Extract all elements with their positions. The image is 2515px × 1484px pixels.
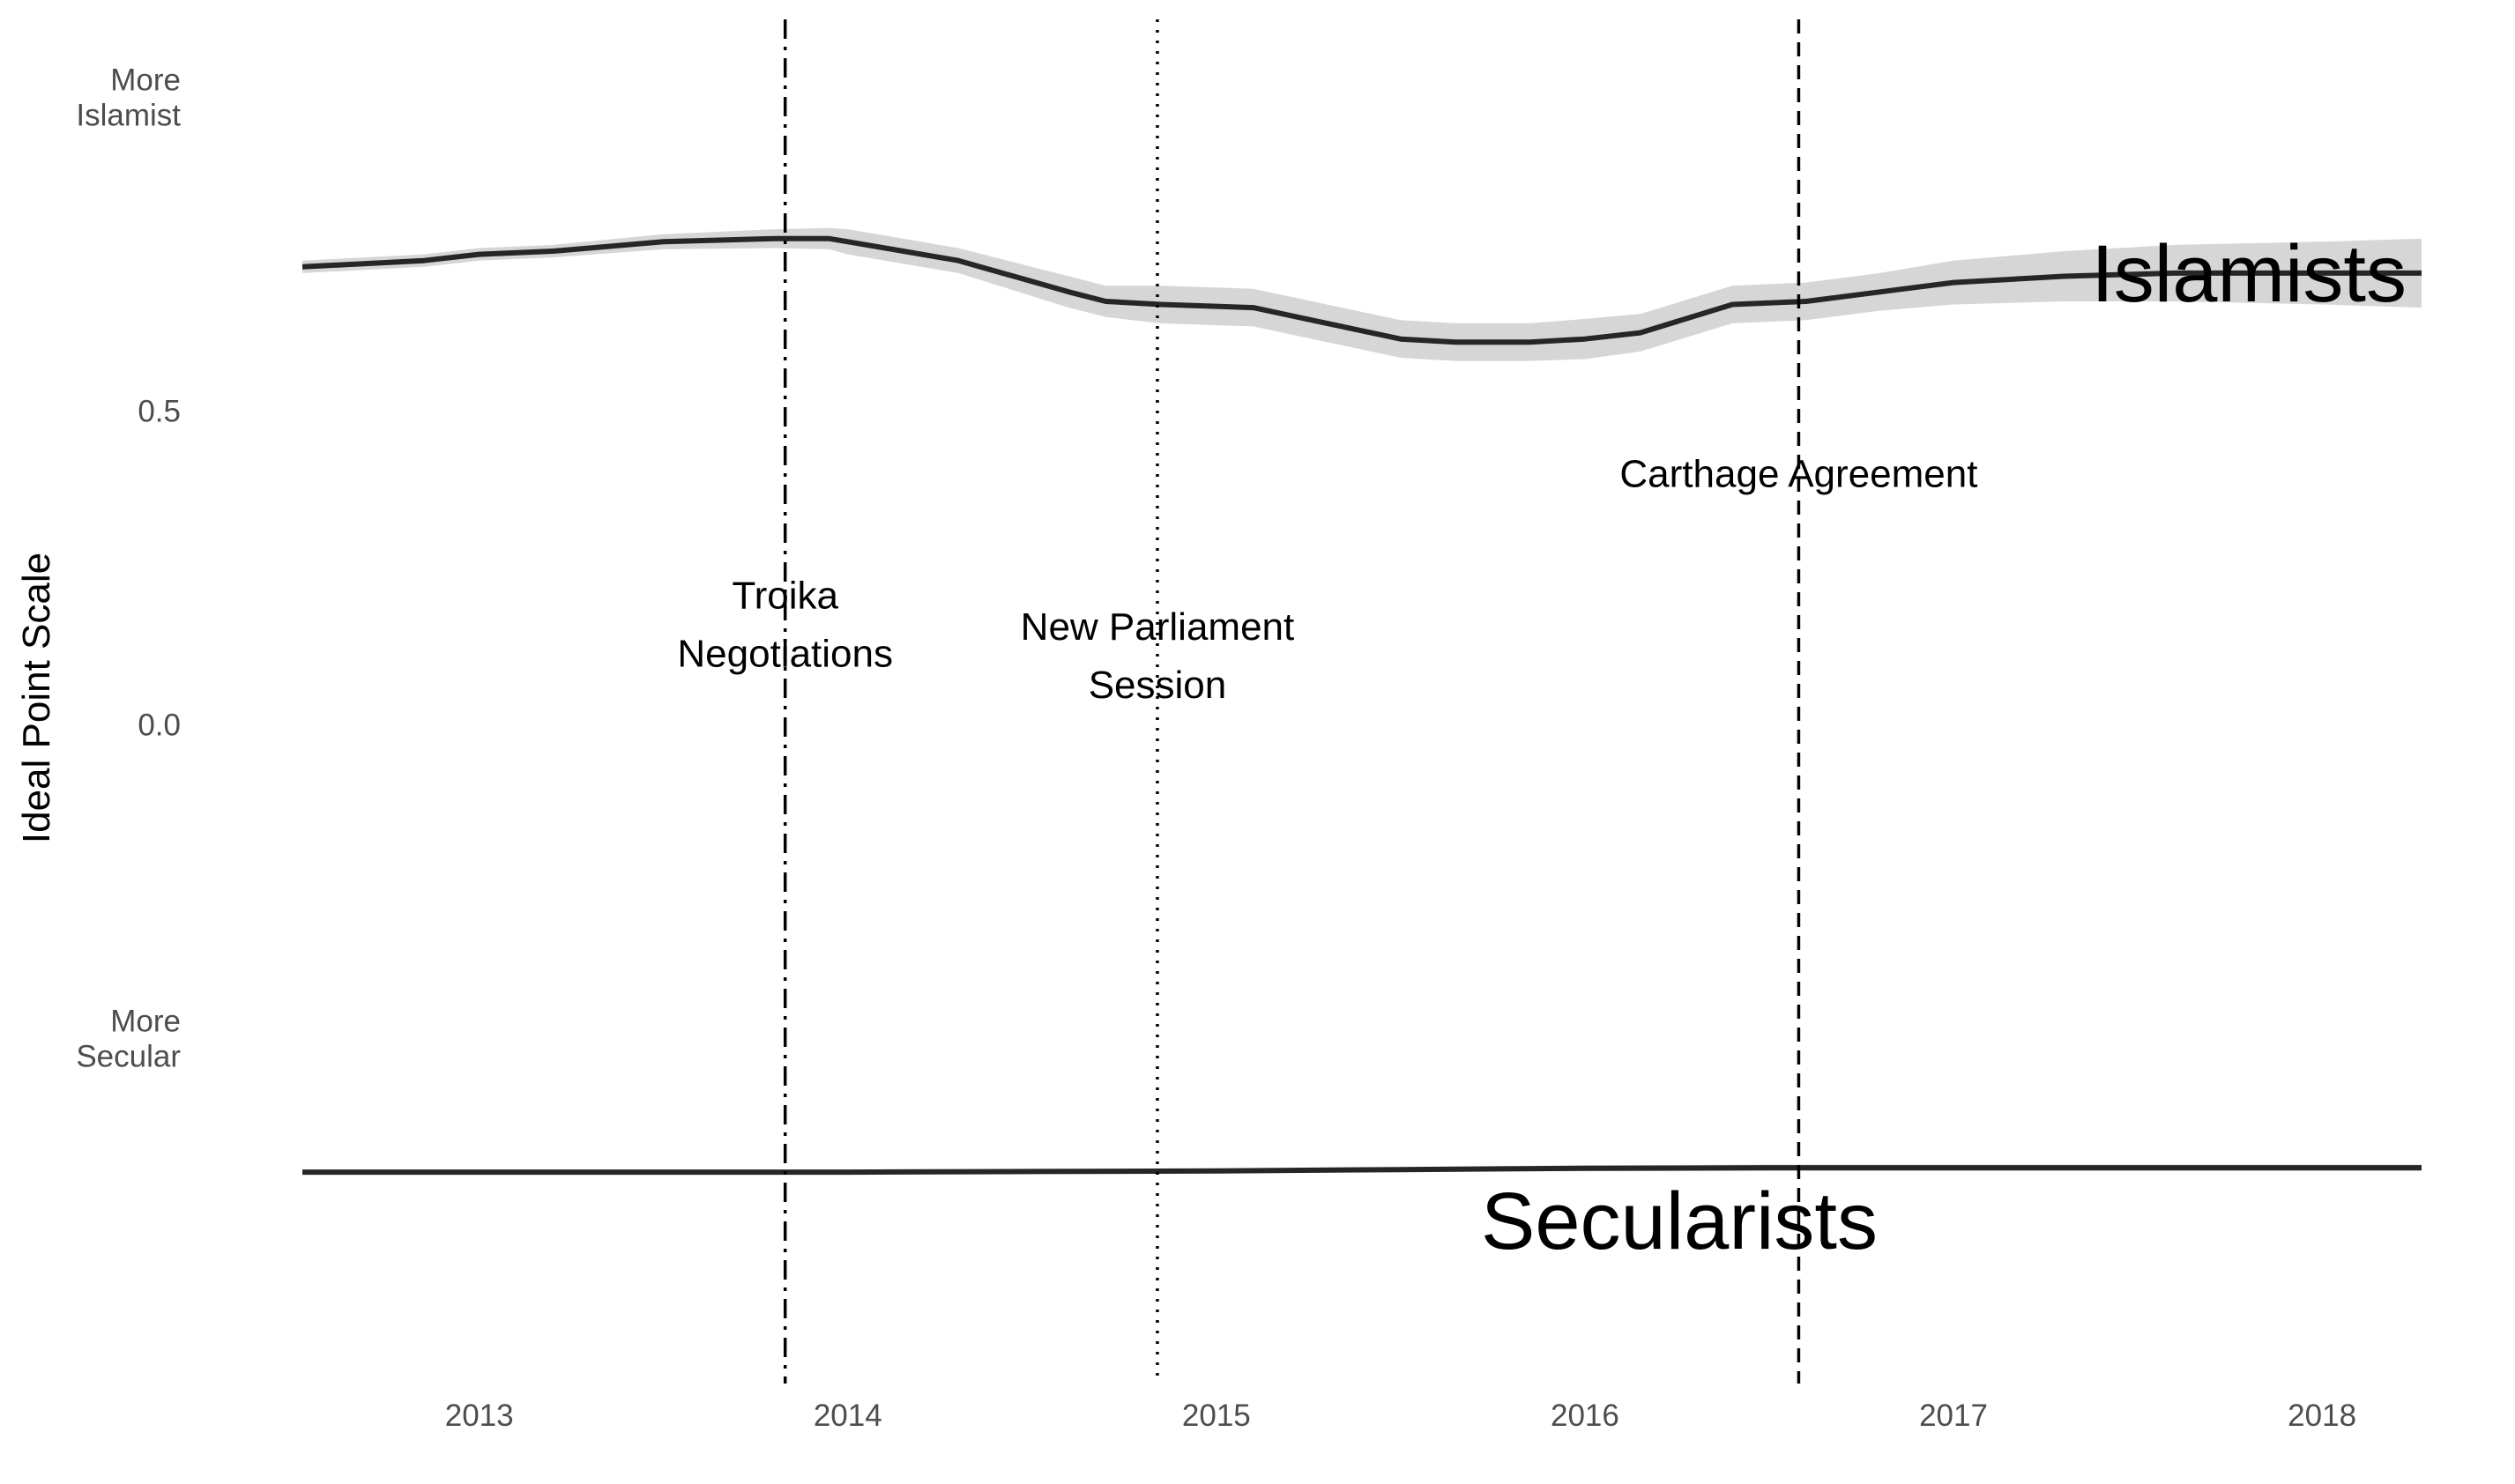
x-tick-label-3: 2016 xyxy=(1551,1399,1619,1433)
y-axis-label: Ideal Point Scale xyxy=(15,553,58,843)
secularists-line xyxy=(302,1165,2422,1176)
x-tick-label-5: 2018 xyxy=(2288,1399,2356,1433)
y-tick-label-3-0: More xyxy=(110,1005,181,1039)
x-axis-ticks: 2013 2014 2015 2016 2017 2018 xyxy=(445,1399,2356,1433)
series-label-islamists: Islamists xyxy=(2091,229,2407,319)
series-lines xyxy=(301,235,2422,1176)
event-label-2-0: Carthage Agreement xyxy=(1619,453,1977,496)
event-label-0-0: Troika xyxy=(732,575,838,618)
event-markers: Troika Negotiations New Parliament Session C… xyxy=(677,19,1977,1384)
islamists-confidence-band xyxy=(302,227,2422,361)
y-tick-label-3-1: Secular xyxy=(76,1040,181,1074)
x-tick-label-0: 2013 xyxy=(445,1399,514,1433)
y-tick-label-0-1: Islamist xyxy=(76,99,181,133)
x-tick-label-1: 2014 xyxy=(814,1399,882,1433)
y-tick-label-2-0: 0.0 xyxy=(138,709,181,743)
series-labels: Islamists Secularists xyxy=(1481,229,2407,1266)
y-tick-label-1-0: 0.5 xyxy=(138,395,181,429)
confidence-bands xyxy=(302,227,2422,1175)
x-tick-label-2: 2015 xyxy=(1182,1399,1251,1433)
event-label-0-1: Negotiations xyxy=(677,633,893,676)
event-label-1-1: Session xyxy=(1089,664,1227,707)
y-tick-label-0-0: More xyxy=(110,63,181,98)
x-tick-label-4: 2017 xyxy=(1919,1399,1988,1433)
event-label-1-0: New Parliament xyxy=(1021,605,1295,649)
series-label-secularists: Secularists xyxy=(1481,1176,1878,1266)
islamists-line xyxy=(301,235,2422,345)
